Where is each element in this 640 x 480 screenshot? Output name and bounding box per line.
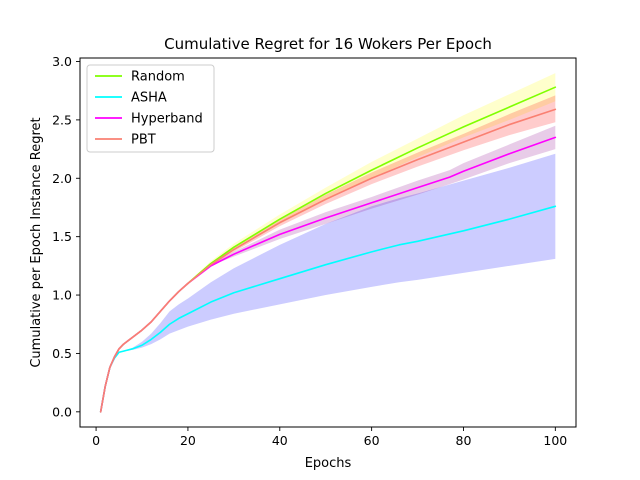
band-pbt <box>100 95 556 412</box>
x-tick-label: 100 <box>543 433 567 448</box>
x-tick-label: 40 <box>272 433 288 448</box>
x-tick-label: 60 <box>364 433 380 448</box>
series-lines <box>99 86 557 413</box>
y-tick-label: 3.0 <box>52 54 72 69</box>
y-tick-label: 1.0 <box>52 288 72 303</box>
plot-frame <box>79 57 577 428</box>
chart-title: Cumulative Regret for 16 Wokers Per Epoc… <box>164 35 492 53</box>
y-tick-label: 0.0 <box>52 404 72 419</box>
y-tick-label: 2.0 <box>52 171 72 186</box>
y-axis-label: Cumulative per Epoch Instance Regret <box>29 117 44 367</box>
x-axis-label: Epochs <box>305 456 352 471</box>
y-axis-ticks: 0.0 0.5 1.0 1.5 2.0 2.5 3.0 <box>52 54 80 419</box>
y-tick-label: 0.5 <box>52 346 72 361</box>
x-tick-label: 0 <box>92 433 100 448</box>
legend-label-hyperband: Hyperband <box>131 112 203 127</box>
legend-label-random: Random <box>131 70 185 85</box>
x-axis-ticks: 0 20 40 60 80 100 <box>92 427 567 448</box>
legend: Random ASHA Hyperband PBT <box>86 64 215 153</box>
line-asha <box>99 205 557 413</box>
y-tick-label: 1.5 <box>52 229 72 244</box>
legend-box <box>86 64 215 153</box>
line-pbt <box>99 108 557 413</box>
x-tick-label: 20 <box>180 433 196 448</box>
y-tick-label: 2.5 <box>52 112 72 127</box>
band-asha <box>100 153 556 412</box>
legend-label-asha: ASHA <box>131 91 167 106</box>
legend-label-pbt: PBT <box>131 133 156 148</box>
x-tick-label: 80 <box>456 433 472 448</box>
